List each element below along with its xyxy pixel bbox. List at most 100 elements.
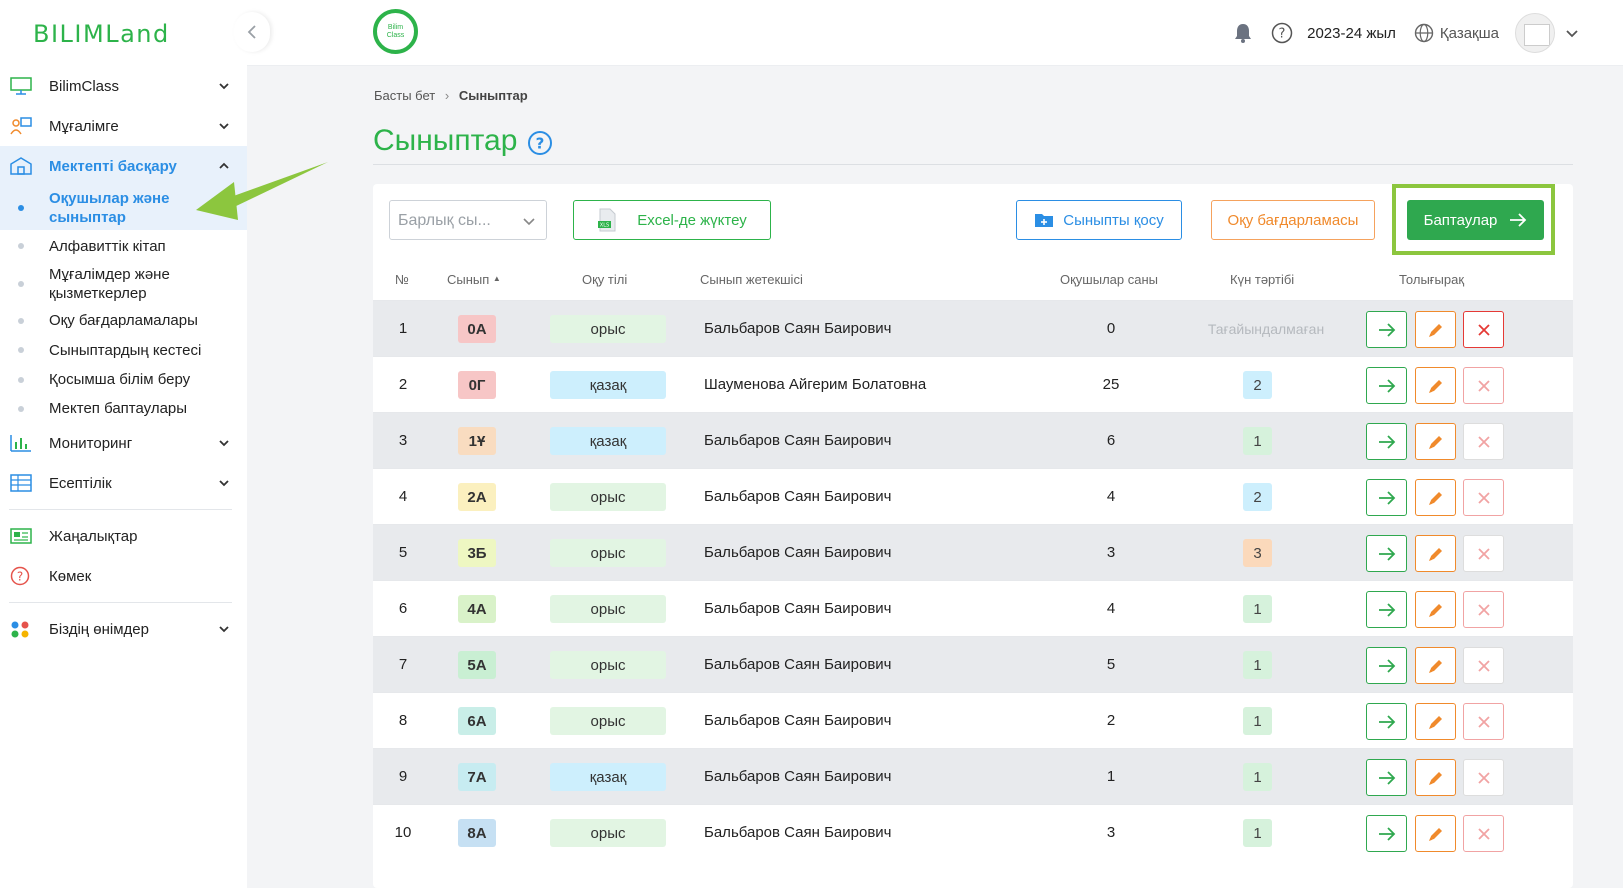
- study-program-button[interactable]: Оқу бағдарламасы: [1211, 200, 1375, 240]
- bell-icon[interactable]: [1233, 22, 1253, 44]
- language-badge: орыс: [550, 315, 666, 343]
- sidebar-subitem-programs[interactable]: Оқу бағдарламалары: [0, 306, 247, 335]
- table-row: 9 7А қазақ Бальбаров Саян Баирович 1 1: [373, 748, 1573, 804]
- bilimland-logo[interactable]: BILIMLand: [33, 20, 170, 48]
- sidebar-item-reports[interactable]: Есептілік: [0, 463, 247, 503]
- arrow-right-icon: [1378, 658, 1395, 673]
- edit-class-button[interactable]: [1415, 591, 1456, 628]
- arrow-right-icon: [1510, 213, 1527, 227]
- sidebar-subitem-schedule[interactable]: Сыныптардың кестесі: [0, 335, 247, 365]
- class-filter-select[interactable]: Барлық сы...: [389, 200, 547, 240]
- folder-add-icon: [1035, 214, 1054, 227]
- edit-class-button[interactable]: [1415, 535, 1456, 572]
- delete-class-button[interactable]: [1463, 815, 1504, 852]
- apps-icon: [11, 621, 29, 638]
- close-icon: [1477, 323, 1490, 336]
- sidebar-collapse-button[interactable]: [234, 12, 270, 52]
- regime-badge: 1: [1243, 763, 1272, 791]
- help-icon[interactable]: ?: [527, 130, 553, 156]
- student-count: 2: [1106, 712, 1116, 729]
- chevron-down-icon[interactable]: [1565, 26, 1579, 40]
- delete-class-button[interactable]: [1463, 479, 1504, 516]
- sidebar-item-label: BilimClass: [49, 77, 120, 95]
- pencil-icon: [1428, 771, 1442, 785]
- edit-class-button[interactable]: [1415, 703, 1456, 740]
- delete-class-button[interactable]: [1463, 759, 1504, 796]
- close-icon: [1477, 827, 1490, 840]
- regime-badge: 2: [1243, 483, 1272, 511]
- excel-download-button[interactable]: XLS Excel-де жүктеу: [573, 200, 771, 240]
- title-divider: [373, 164, 1573, 165]
- sidebar-divider: [9, 602, 232, 603]
- table-row: 3 1Ұ қазақ Бальбаров Саян Баирович 6 1: [373, 412, 1573, 468]
- settings-button[interactable]: Баптаулар: [1407, 200, 1544, 240]
- open-class-button[interactable]: [1366, 423, 1407, 460]
- open-class-button[interactable]: [1366, 479, 1407, 516]
- edit-class-button[interactable]: [1415, 423, 1456, 460]
- sidebar-item-teacher[interactable]: Мұғалімге: [0, 106, 247, 146]
- student-count: 1: [1106, 768, 1116, 785]
- arrow-right-icon: [1378, 714, 1395, 729]
- language-badge: орыс: [550, 651, 666, 679]
- academic-year[interactable]: 2023-24 жыл: [1307, 24, 1396, 42]
- regime-badge: 1: [1243, 819, 1272, 847]
- sidebar-item-label: Мектепті басқару: [49, 157, 177, 175]
- delete-class-button[interactable]: [1463, 535, 1504, 572]
- topbar-right: ? 2023-24 жыл Қазақша: [1233, 0, 1623, 66]
- avatar[interactable]: [1515, 13, 1555, 53]
- sidebar-subitem-teachers-staff[interactable]: Мұғалімдер және қызметкерлер: [0, 262, 247, 306]
- sidebar-item-our-products[interactable]: Біздің өнімдер: [0, 609, 247, 649]
- delete-class-button[interactable]: [1463, 367, 1504, 404]
- language-selector[interactable]: Қазақша: [1439, 24, 1499, 42]
- open-class-button[interactable]: [1366, 759, 1407, 796]
- open-class-button[interactable]: [1366, 703, 1407, 740]
- edit-class-button[interactable]: [1415, 367, 1456, 404]
- open-class-button[interactable]: [1366, 647, 1407, 684]
- class-teacher: Бальбаров Саян Баирович: [704, 656, 892, 673]
- edit-class-button[interactable]: [1415, 647, 1456, 684]
- delete-class-button[interactable]: [1463, 647, 1504, 684]
- language-badge: қазақ: [550, 763, 666, 791]
- edit-class-button[interactable]: [1415, 759, 1456, 796]
- arrow-right-icon: [1378, 322, 1395, 337]
- bullet-icon: [18, 205, 24, 211]
- delete-class-button[interactable]: [1463, 311, 1504, 348]
- col-header-class[interactable]: Сынып ▲: [447, 272, 501, 287]
- regime-badge: Тағайындалмаған: [1207, 321, 1325, 337]
- help-icon[interactable]: ?: [1271, 22, 1293, 44]
- delete-class-button[interactable]: [1463, 703, 1504, 740]
- close-icon: [1477, 603, 1490, 616]
- sidebar-subitem-extra-education[interactable]: Қосымша білім беру: [0, 365, 247, 394]
- bilimclass-logo[interactable]: Bilim Class: [373, 9, 418, 54]
- row-number: 10: [394, 824, 412, 841]
- breadcrumb-home[interactable]: Басты бет: [374, 88, 436, 103]
- delete-class-button[interactable]: [1463, 423, 1504, 460]
- sidebar-subitem-alphabet-book[interactable]: Алфавиттік кітап: [0, 230, 247, 262]
- breadcrumb: Басты бет › Сыныптар: [374, 88, 528, 103]
- open-class-button[interactable]: [1366, 535, 1407, 572]
- row-number: 6: [398, 600, 408, 617]
- open-class-button[interactable]: [1366, 815, 1407, 852]
- sidebar-item-news[interactable]: Жаңалықтар: [0, 516, 247, 556]
- edit-class-button[interactable]: [1415, 311, 1456, 348]
- topbar: Bilim Class ? 2023-24 жыл Қазақша: [247, 0, 1623, 66]
- student-count: 3: [1106, 824, 1116, 841]
- add-class-button[interactable]: Сыныпты қосу: [1016, 200, 1182, 240]
- sidebar-subitem-school-settings[interactable]: Мектеп баптаулары: [0, 394, 247, 423]
- sidebar-item-help[interactable]: ? Көмек: [0, 556, 247, 596]
- open-class-button[interactable]: [1366, 591, 1407, 628]
- class-badge: 8А: [458, 819, 496, 847]
- edit-class-button[interactable]: [1415, 815, 1456, 852]
- open-class-button[interactable]: [1366, 367, 1407, 404]
- edit-class-button[interactable]: [1415, 479, 1456, 516]
- class-badge: 2А: [458, 483, 496, 511]
- regime-badge: 3: [1243, 539, 1272, 567]
- student-count: 4: [1106, 600, 1116, 617]
- sidebar-item-bilimclass[interactable]: BilimClass: [0, 66, 247, 106]
- bullet-icon: [18, 281, 24, 287]
- student-count: 5: [1106, 656, 1116, 673]
- sidebar-item-monitoring[interactable]: Мониторинг: [0, 423, 247, 463]
- open-class-button[interactable]: [1366, 311, 1407, 348]
- sidebar-item-school-management[interactable]: Мектепті басқару: [0, 146, 247, 186]
- delete-class-button[interactable]: [1463, 591, 1504, 628]
